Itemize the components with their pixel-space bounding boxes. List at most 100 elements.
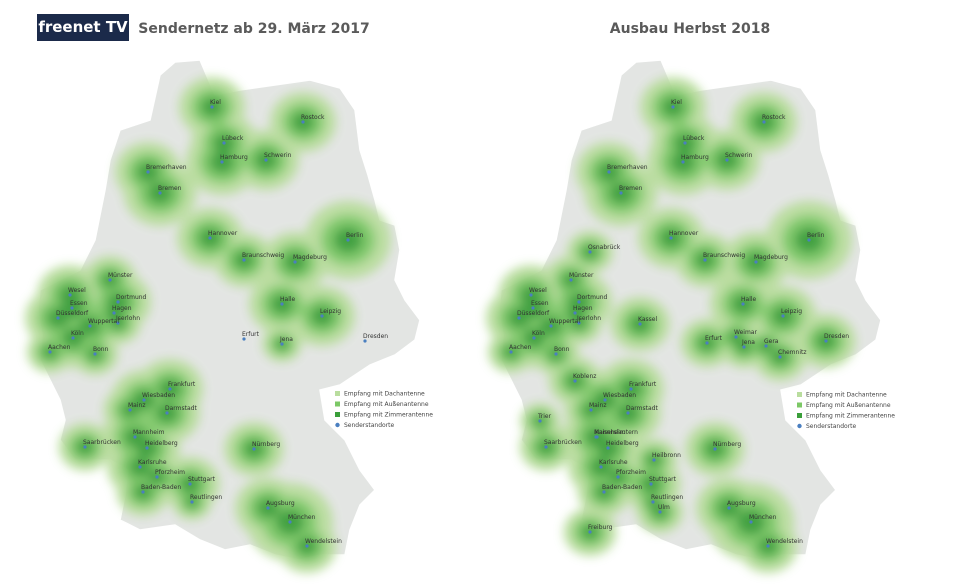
transmitter-site	[210, 105, 214, 109]
city-label: Reutlingen	[651, 494, 683, 501]
city-label: Wendelstein	[766, 538, 803, 545]
city-label: Saarbrücken	[83, 439, 121, 446]
city-label: Mainz	[128, 402, 145, 409]
legend-swatch	[797, 402, 802, 408]
transmitter-site	[734, 335, 738, 339]
city-label: Köln	[71, 330, 84, 337]
transmitter-site	[70, 306, 74, 310]
transmitter-site	[264, 158, 268, 162]
city-label: Pforzheim	[616, 469, 646, 476]
city-label: Chemnitz	[778, 349, 807, 356]
city-label: Bonn	[554, 346, 570, 353]
transmitter-site	[683, 141, 687, 145]
transmitter-site	[301, 120, 305, 124]
city-label: Essen	[70, 300, 88, 307]
city-label: Erfurt	[242, 331, 260, 338]
city-label: Jena	[279, 336, 293, 343]
transmitter-site	[588, 250, 592, 254]
city-label: Essen	[531, 300, 549, 307]
transmitter-site	[713, 447, 717, 451]
transmitter-site	[168, 387, 172, 391]
transmitter-site	[141, 490, 145, 494]
transmitter-site	[705, 341, 709, 345]
transmitter-site	[188, 482, 192, 486]
transmitter-site	[727, 506, 731, 510]
transmitter-site	[671, 105, 675, 109]
transmitter-site	[266, 506, 270, 510]
transmitter-site	[532, 336, 536, 340]
transmitter-site	[68, 293, 72, 297]
transmitter-site	[577, 300, 581, 304]
city-label: Darmstadt	[165, 405, 197, 412]
legend-swatch	[335, 422, 340, 428]
city-label: Kiel	[210, 99, 221, 106]
legend-label: Empfang mit Außenantenne	[806, 402, 891, 409]
transmitter-site	[807, 238, 811, 242]
city-label: Düsseldorf	[517, 310, 550, 317]
city-label: Bremerhaven	[146, 164, 187, 171]
transmitter-site	[538, 419, 542, 423]
city-label: Braunschweig	[242, 252, 284, 259]
city-label: Bremen	[158, 185, 182, 192]
transmitter-site	[544, 445, 548, 449]
city-label: Wiesbaden	[142, 392, 175, 399]
transmitter-site	[145, 446, 149, 450]
city-label: Wuppertal	[88, 318, 119, 325]
transmitter-site	[252, 447, 256, 451]
city-label: Wendelstein	[305, 538, 342, 545]
transmitter-site	[626, 411, 630, 415]
transmitter-site	[531, 306, 535, 310]
city-label: Mainz	[589, 402, 606, 409]
city-label: Stuttgart	[649, 476, 677, 483]
transmitter-site	[749, 520, 753, 524]
city-label: Nürnberg	[713, 441, 741, 448]
transmitter-site	[616, 475, 620, 479]
legend-label: Empfang mit Zimmerantenne	[344, 412, 433, 419]
transmitter-site	[529, 293, 533, 297]
map-title: Ausbau Herbst 2018	[610, 21, 770, 37]
city-label: Leipzig	[320, 308, 341, 315]
city-label: Osnabrück	[588, 244, 621, 251]
map: Ausbau Herbst 2018 Kiel Rostock Lübeck Hamb…	[486, 21, 895, 573]
transmitter-site	[133, 435, 137, 439]
transmitter-site	[588, 530, 592, 534]
transmitter-site	[741, 302, 745, 306]
city-label: Münster	[108, 272, 133, 279]
transmitter-site	[363, 339, 367, 343]
transmitter-site	[128, 408, 132, 412]
city-label: Leipzig	[781, 308, 802, 315]
city-label: Pforzheim	[155, 469, 185, 476]
city-label: Ulm	[658, 504, 670, 511]
transmitter-site	[594, 435, 598, 439]
city-label: Mannheim	[594, 429, 626, 436]
transmitter-site	[762, 120, 766, 124]
city-label: Jena	[741, 339, 755, 346]
transmitter-site	[573, 379, 577, 383]
city-label: Darmstadt	[626, 405, 658, 412]
legend-label: Empfang mit Dachantenne	[806, 392, 887, 399]
city-label: Braunschweig	[703, 252, 745, 259]
legend-swatch	[797, 423, 802, 429]
city-label: Heidelberg	[606, 440, 639, 447]
transmitter-site	[599, 465, 603, 469]
legend-swatch	[797, 413, 802, 418]
transmitter-site	[824, 339, 828, 343]
transmitter-site	[155, 475, 159, 479]
city-label: Stuttgart	[188, 476, 216, 483]
transmitter-site	[93, 352, 97, 356]
transmitter-site	[778, 355, 782, 359]
transmitter-site	[549, 324, 553, 328]
transmitter-site	[589, 408, 593, 412]
transmitter-site	[48, 350, 52, 354]
city-label: Heidelberg	[145, 440, 178, 447]
city-label: Aachen	[48, 344, 71, 351]
city-label: Lübeck	[683, 135, 705, 142]
transmitter-site	[619, 191, 623, 195]
legend-swatch	[335, 391, 340, 396]
transmitter-site	[602, 490, 606, 494]
transmitter-site	[83, 445, 87, 449]
legend-swatch	[335, 401, 340, 407]
transmitter-site	[669, 236, 673, 240]
transmitter-site	[703, 258, 707, 262]
